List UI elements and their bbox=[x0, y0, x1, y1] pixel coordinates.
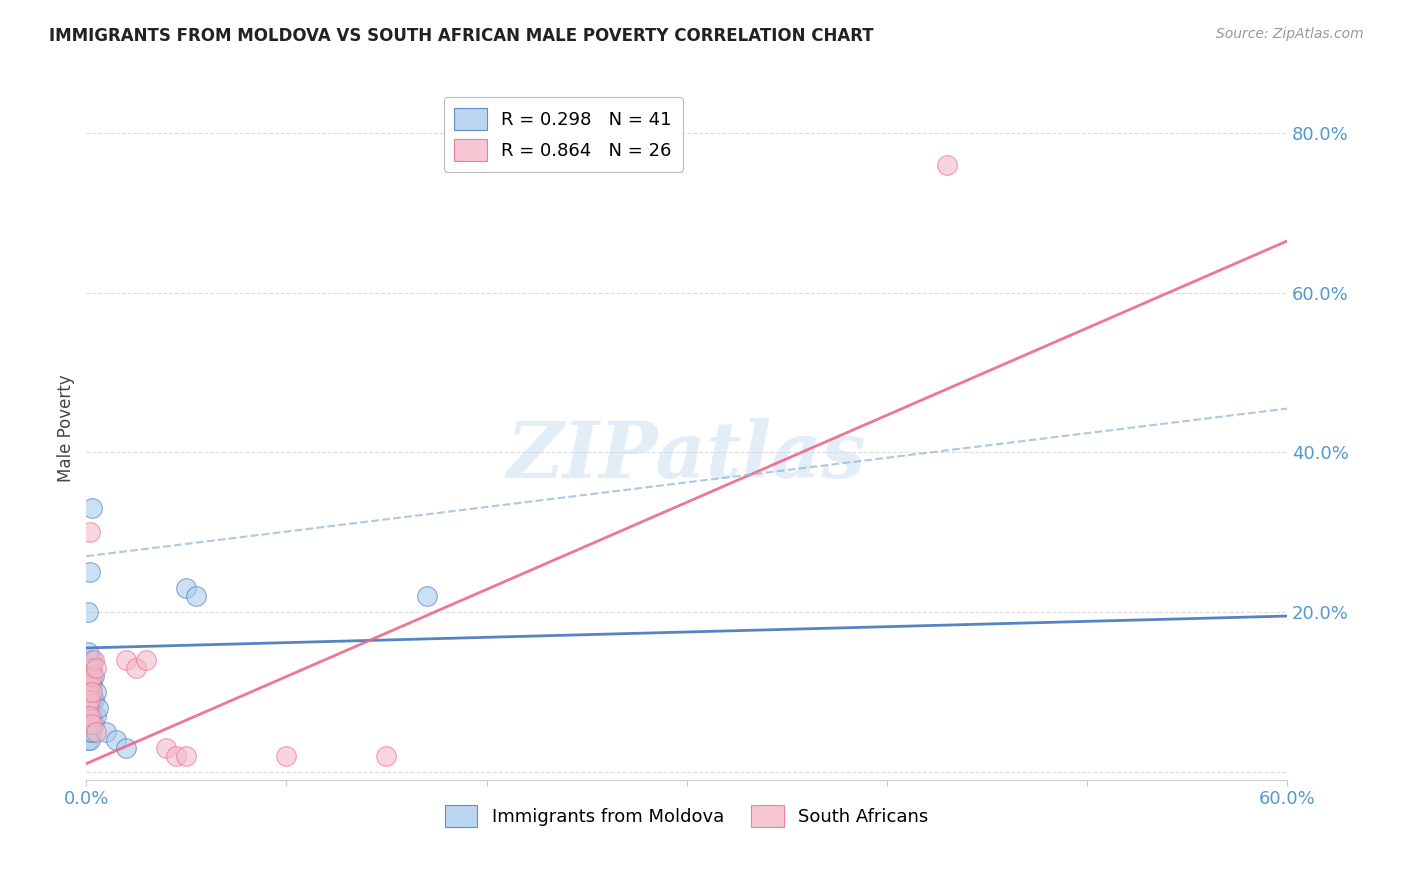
Point bbox=[77, 605, 100, 619]
Point bbox=[135, 653, 157, 667]
Point bbox=[79, 732, 101, 747]
Text: Source: ZipAtlas.com: Source: ZipAtlas.com bbox=[1216, 27, 1364, 41]
Point bbox=[176, 748, 198, 763]
Point bbox=[77, 700, 100, 714]
Point bbox=[83, 653, 105, 667]
Point bbox=[77, 708, 100, 723]
Point bbox=[77, 661, 100, 675]
Point bbox=[115, 740, 138, 755]
Point bbox=[82, 685, 104, 699]
Point bbox=[84, 708, 107, 723]
Point bbox=[77, 716, 100, 731]
Point bbox=[79, 661, 101, 675]
Point bbox=[79, 708, 101, 723]
Point bbox=[83, 716, 105, 731]
Point bbox=[96, 724, 118, 739]
Point bbox=[276, 748, 298, 763]
Point bbox=[82, 693, 104, 707]
Point bbox=[82, 501, 104, 516]
Point bbox=[84, 685, 107, 699]
Point bbox=[186, 589, 208, 603]
Point bbox=[82, 677, 104, 691]
Point bbox=[83, 693, 105, 707]
Point bbox=[375, 748, 398, 763]
Point bbox=[935, 158, 957, 172]
Point bbox=[77, 693, 100, 707]
Point bbox=[77, 645, 100, 659]
Point bbox=[77, 724, 100, 739]
Point bbox=[125, 661, 148, 675]
Point bbox=[176, 581, 198, 595]
Point bbox=[79, 708, 101, 723]
Point bbox=[77, 685, 100, 699]
Point bbox=[82, 708, 104, 723]
Point bbox=[79, 677, 101, 691]
Point bbox=[77, 677, 100, 691]
Point bbox=[87, 700, 110, 714]
Point bbox=[82, 716, 104, 731]
Point bbox=[79, 724, 101, 739]
Point bbox=[77, 732, 100, 747]
Text: IMMIGRANTS FROM MOLDOVA VS SOUTH AFRICAN MALE POVERTY CORRELATION CHART: IMMIGRANTS FROM MOLDOVA VS SOUTH AFRICAN… bbox=[49, 27, 875, 45]
Point bbox=[82, 661, 104, 675]
Point bbox=[165, 748, 187, 763]
Point bbox=[77, 685, 100, 699]
Point bbox=[77, 708, 100, 723]
Point bbox=[82, 653, 104, 667]
Point bbox=[79, 685, 101, 699]
Point bbox=[79, 565, 101, 579]
Point bbox=[77, 677, 100, 691]
Point bbox=[84, 661, 107, 675]
Y-axis label: Male Poverty: Male Poverty bbox=[58, 375, 75, 483]
Point bbox=[77, 700, 100, 714]
Point bbox=[79, 693, 101, 707]
Point bbox=[105, 732, 128, 747]
Point bbox=[79, 525, 101, 540]
Point bbox=[79, 700, 101, 714]
Point bbox=[79, 677, 101, 691]
Point bbox=[79, 716, 101, 731]
Point bbox=[115, 653, 138, 667]
Point bbox=[415, 589, 437, 603]
Point bbox=[82, 669, 104, 683]
Point bbox=[84, 724, 107, 739]
Point bbox=[79, 661, 101, 675]
Point bbox=[82, 724, 104, 739]
Point bbox=[77, 669, 100, 683]
Point bbox=[83, 669, 105, 683]
Point bbox=[155, 740, 177, 755]
Point bbox=[79, 653, 101, 667]
Legend: Immigrants from Moldova, South Africans: Immigrants from Moldova, South Africans bbox=[437, 797, 935, 834]
Point bbox=[77, 693, 100, 707]
Text: ZIPatlas: ZIPatlas bbox=[508, 418, 866, 495]
Point bbox=[77, 669, 100, 683]
